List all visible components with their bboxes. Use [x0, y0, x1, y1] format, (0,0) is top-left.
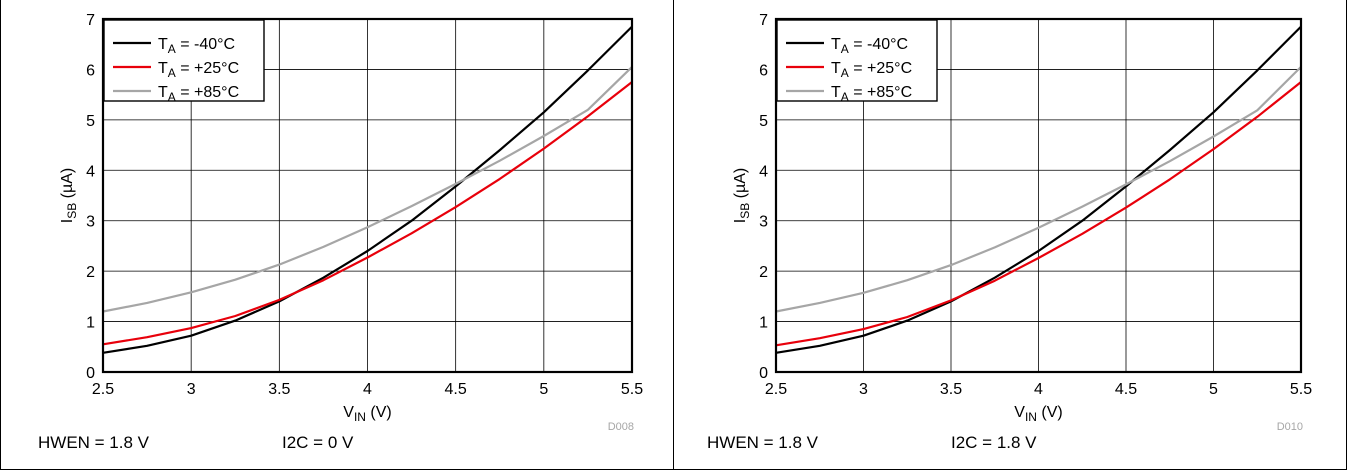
x-axis-label-rest: (V) [366, 404, 392, 421]
x-tick-label: 2.5 [765, 381, 787, 398]
series-line-0 [102, 25, 633, 354]
x-tick-label: 3.5 [268, 381, 290, 398]
x-tick-label: 3 [859, 381, 868, 398]
x-axis-label-rest: (V) [1037, 404, 1063, 421]
legend-label-2-main: T [158, 84, 168, 101]
legend-label-2-sub: A [841, 90, 849, 104]
x-axis-label: VIN (V) [1014, 404, 1062, 424]
legend-label-2-main: T [831, 84, 841, 101]
figure-code: D008 [608, 421, 634, 433]
legend-label-2-rest: = +85°C [849, 84, 912, 101]
y-tick-label: 3 [759, 214, 768, 231]
y-axis-label-main: I [732, 219, 749, 223]
series-line-2 [775, 66, 1302, 313]
legend-label-0-main: T [158, 36, 168, 53]
x-tick-label: 3 [187, 381, 196, 398]
legend-label-0-rest: = -40°C [849, 36, 908, 53]
legend-label-0-sub: A [168, 42, 176, 56]
chart-panel-left: 2.5 3 3.5 4 4.5 5 5.5 0 1 2 3 4 5 6 7 VIN (V) ISB (µA) TA… [0, 0, 673, 470]
y-tick-label: 3 [86, 214, 95, 231]
legend-label-1: TA = +25°C [831, 60, 912, 80]
x-tick-label: 5.5 [1290, 381, 1312, 398]
chart-panel-right: 2.5 3 3.5 4 4.5 5 5.5 0 1 2 3 4 5 6 7 VIN (V) ISB (µA) TA… [673, 0, 1346, 470]
legend-label-1-sub: A [841, 66, 849, 80]
legend-label-2: TA = +85°C [831, 84, 912, 104]
legend-label-0: TA = -40°C [158, 36, 235, 56]
x-axis-label-main: V [343, 404, 354, 421]
x-tick-label: 4 [1034, 381, 1043, 398]
plot-border [774, 17, 1303, 374]
grid [102, 18, 633, 373]
legend-label-1-rest: = +25°C [849, 60, 912, 77]
legend-box [776, 19, 938, 102]
series-line-0 [775, 25, 1302, 354]
legend-label-1-main: T [831, 60, 841, 77]
y-axis-label: ISB (µA) [732, 168, 752, 223]
x-tick-label: 4.5 [1115, 381, 1137, 398]
y-axis-label-rest: (µA) [732, 168, 749, 203]
panel-divider [673, 0, 674, 470]
legend-label-1: TA = +25°C [158, 60, 239, 80]
series-line-1 [775, 81, 1302, 347]
y-axis-label-sub: SB [738, 203, 752, 219]
y-axis-label-main: I [59, 219, 76, 223]
legend-label-0-main: T [831, 36, 841, 53]
x-tick-label: 4.5 [445, 381, 467, 398]
legend-label-0-rest: = -40°C [176, 36, 235, 53]
legend-label-1-rest: = +25°C [176, 60, 239, 77]
legend-label-1-sub: A [168, 66, 176, 80]
condition-hwen: HWEN = 1.8 V [38, 433, 150, 452]
x-axis-label-sub: IN [354, 410, 366, 424]
y-tick-label: 6 [759, 62, 768, 79]
legend-label-1-main: T [158, 60, 168, 77]
y-tick-label: 2 [86, 264, 95, 281]
series-line-1 [102, 81, 633, 346]
x-axis-label: VIN (V) [343, 404, 391, 424]
condition-i2c: I2C = 1.8 V [951, 433, 1037, 452]
y-tick-label: 1 [759, 315, 768, 332]
legend-label-2-sub: A [168, 90, 176, 104]
x-tick-label: 5.5 [621, 381, 643, 398]
y-tick-label: 6 [86, 62, 95, 79]
legend-label-2-rest: = +85°C [176, 84, 239, 101]
y-tick-label: 4 [86, 163, 95, 180]
y-axis-label-rest: (µA) [59, 168, 76, 203]
y-tick-label: 2 [759, 264, 768, 281]
condition-hwen: HWEN = 1.8 V [707, 433, 819, 452]
y-tick-label: 0 [759, 365, 768, 382]
legend: TA = -40°CTA = +25°CTA = +85°C [776, 19, 938, 104]
y-tick-label: 1 [86, 315, 95, 332]
y-axis-label-sub: SB [65, 203, 79, 219]
x-tick-label: 5 [539, 381, 548, 398]
y-tick-label: 5 [759, 113, 768, 130]
y-tick-label: 7 [86, 12, 95, 29]
x-tick-label: 2.5 [92, 381, 114, 398]
x-axis-label-main: V [1014, 404, 1025, 421]
x-tick-label: 4 [363, 381, 372, 398]
condition-i2c: I2C = 0 V [282, 433, 354, 452]
y-axis-label: ISB (µA) [59, 168, 79, 223]
y-tick-label: 5 [86, 113, 95, 130]
legend-label-0-sub: A [841, 42, 849, 56]
legend-label-2: TA = +85°C [158, 84, 239, 104]
y-tick-label: 0 [86, 365, 95, 382]
x-tick-label: 3.5 [940, 381, 962, 398]
legend-box [103, 19, 265, 102]
series-line-2 [102, 66, 633, 313]
x-tick-label: 5 [1209, 381, 1218, 398]
figure-code: D010 [1277, 421, 1303, 433]
y-tick-label: 4 [759, 163, 768, 180]
x-axis-label-sub: IN [1025, 410, 1037, 424]
plot-border [101, 17, 634, 374]
y-tick-label: 7 [759, 12, 768, 29]
legend-label-0: TA = -40°C [831, 36, 908, 56]
legend: TA = -40°CTA = +25°CTA = +85°C [103, 19, 265, 104]
